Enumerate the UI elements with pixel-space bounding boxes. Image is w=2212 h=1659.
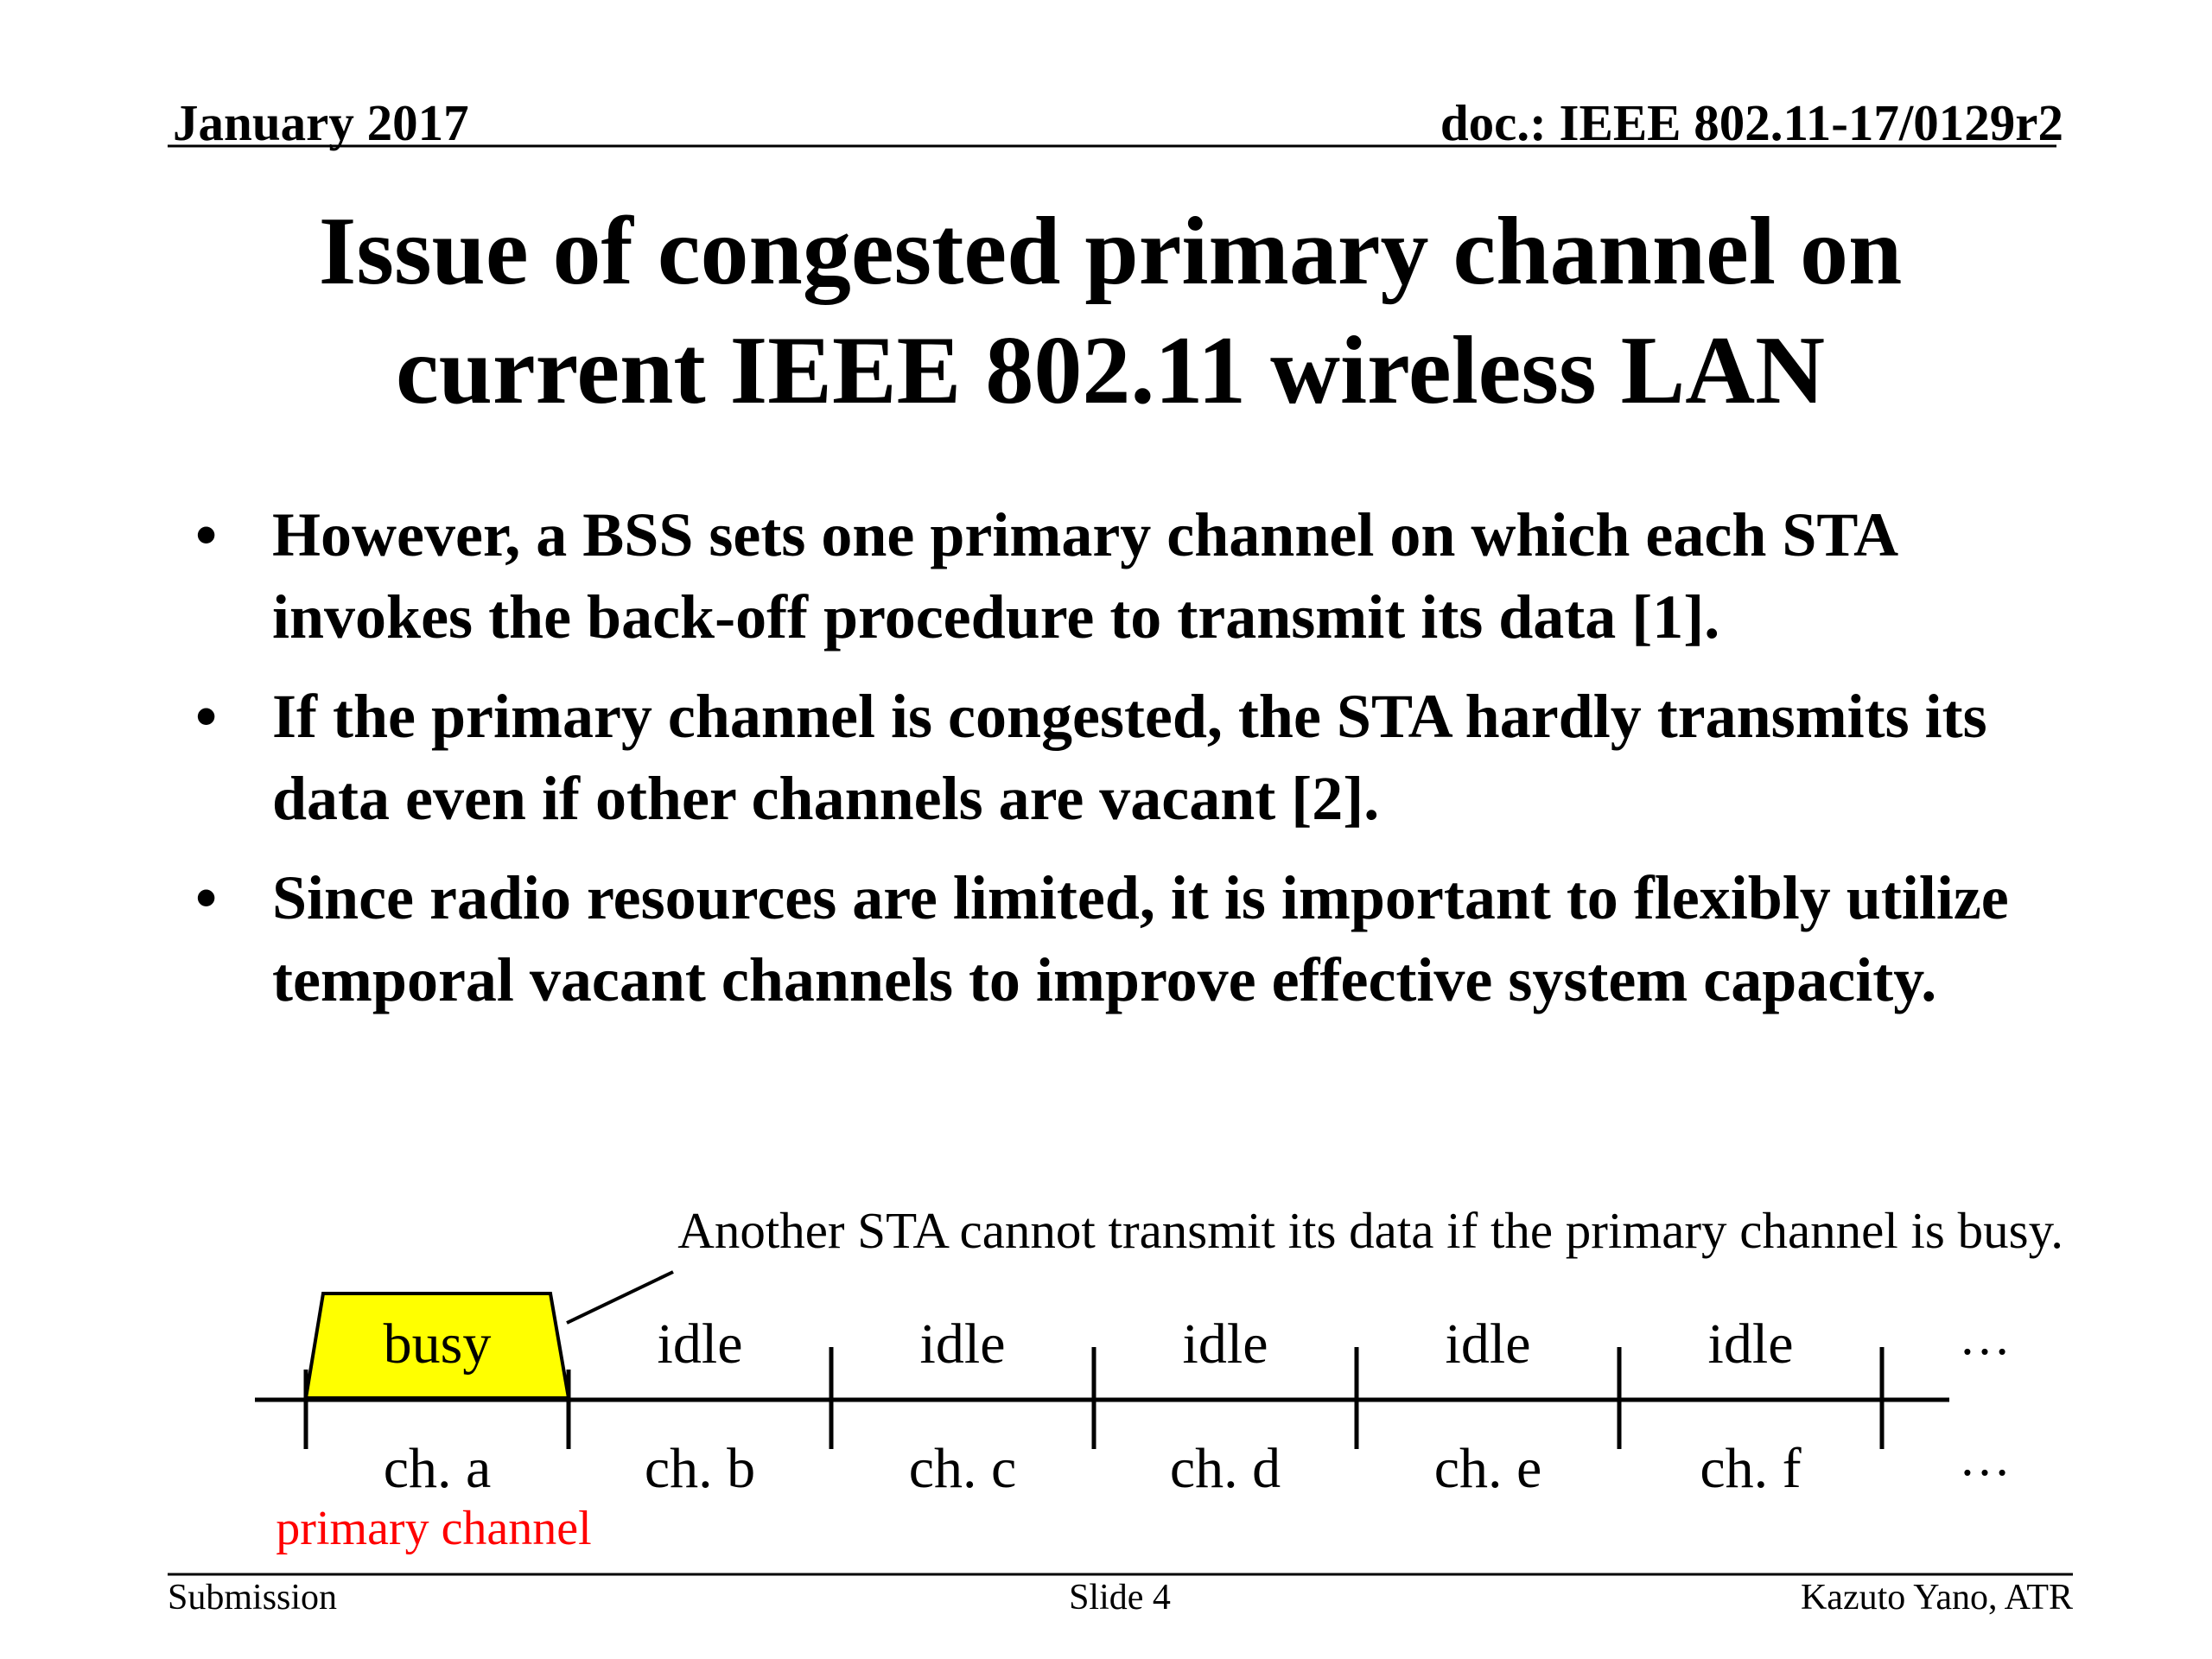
ellipsis: … bbox=[1959, 1308, 2011, 1365]
channel-state: idle bbox=[920, 1313, 1006, 1376]
title-line: Issue of congested primary channel on bbox=[319, 198, 1902, 305]
bullet-item: • However, a BSS sets one primary channel… bbox=[173, 494, 2048, 658]
ellipsis: … bbox=[1959, 1429, 2011, 1486]
channel-state: busy bbox=[384, 1313, 492, 1376]
channel-state: idle bbox=[658, 1313, 743, 1376]
header-date: January 2017 bbox=[173, 94, 469, 151]
diagram-caption: Another STA cannot transmit its data if … bbox=[677, 1202, 2063, 1259]
bullet-text: However, a BSS sets one primary channel … bbox=[272, 500, 1896, 652]
bullet-dot: • bbox=[195, 500, 218, 569]
channel-state: idle bbox=[1446, 1313, 1531, 1376]
channel-label: ch. d bbox=[1170, 1437, 1281, 1500]
footer-right: Kazuto Yano, ATR bbox=[1801, 1578, 2073, 1618]
bullet-item: • If the primary channel is congested, th… bbox=[173, 676, 2048, 840]
channel-label: ch. b bbox=[645, 1437, 755, 1500]
bullet-text: Since radio resources are limited, it is… bbox=[272, 863, 2009, 1014]
channel-label: ch. c bbox=[909, 1437, 1017, 1500]
footer-center: Slide 4 bbox=[1069, 1578, 1171, 1618]
bullet-list: • However, a BSS sets one primary channel… bbox=[173, 494, 2048, 1039]
channel-group: busy ch. a idle ch. b idle ch. c idle ch. d idle… bbox=[303, 1313, 1885, 1500]
channel-state: idle bbox=[1708, 1313, 1794, 1376]
bullet-item: • Since radio resources are limited, it i… bbox=[173, 857, 2048, 1021]
primary-channel-label: primary channel bbox=[276, 1502, 591, 1555]
pointer-line bbox=[566, 1270, 674, 1325]
channel-label: ch. f bbox=[1700, 1437, 1801, 1500]
bullet-dot: • bbox=[195, 682, 218, 751]
footer-left: Submission bbox=[168, 1578, 337, 1618]
title-line: current IEEE 802.11 wireless LAN bbox=[396, 317, 1825, 424]
bullet-text: If the primary channel is congested, the… bbox=[272, 682, 1987, 833]
bullet-dot: • bbox=[195, 863, 218, 932]
channel-state: idle bbox=[1183, 1313, 1268, 1376]
header-doc: doc.: IEEE 802.11-17/0129r2 bbox=[1440, 94, 2063, 151]
channel-label: ch. a bbox=[384, 1437, 492, 1500]
channel-label: ch. e bbox=[1434, 1437, 1542, 1500]
